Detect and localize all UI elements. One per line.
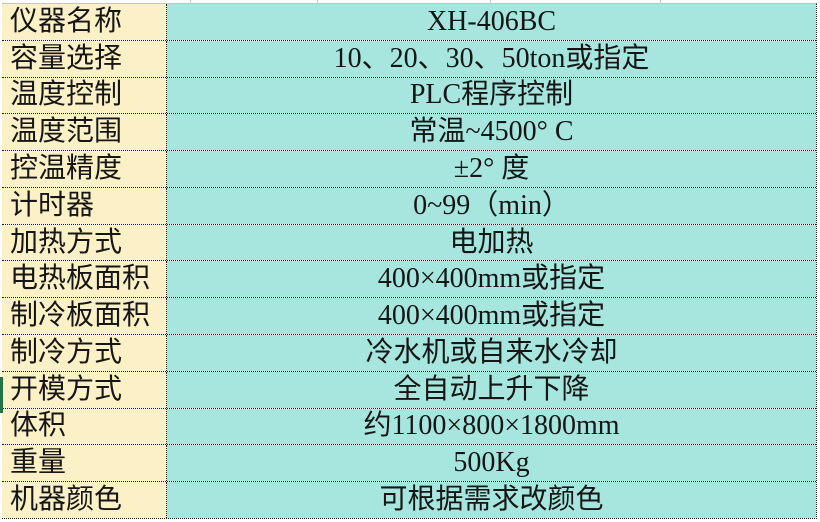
- table-row: 容量选择 10、20、30、50ton或指定: [2, 40, 816, 78]
- spec-value-cell[interactable]: 0~99（min）: [167, 187, 816, 224]
- spec-value-cell[interactable]: 常温~4500° C: [167, 114, 816, 151]
- spec-value-cell[interactable]: XH-406BC: [167, 4, 816, 40]
- spec-name-cell[interactable]: 温度范围: [2, 114, 167, 151]
- spec-value-cell[interactable]: 电加热: [167, 224, 816, 261]
- spec-value-cell[interactable]: 全自动上升下降: [167, 371, 816, 408]
- spec-value-cell[interactable]: 约1100×800×1800mm: [167, 408, 816, 445]
- table-row: 开模方式 全自动上升下降: [2, 371, 816, 409]
- column-gridline-tick: [490, 0, 491, 3]
- table-row: 制冷板面积 400×400mm或指定: [2, 298, 816, 336]
- table-row: 计时器 0~99（min）: [2, 187, 816, 225]
- spec-name-cell[interactable]: 计时器: [2, 187, 167, 224]
- spec-value-cell[interactable]: PLC程序控制: [167, 77, 816, 114]
- spec-name-cell[interactable]: 仪器名称: [2, 4, 167, 40]
- spec-name-cell[interactable]: 电热板面积: [2, 261, 167, 298]
- spec-name-cell[interactable]: 制冷方式: [2, 335, 167, 371]
- table-row: 机器颜色 可根据需求改颜色: [2, 482, 816, 518]
- spec-name-cell[interactable]: 重量: [2, 445, 167, 482]
- spec-name-cell[interactable]: 控温精度: [2, 151, 167, 187]
- column-gridline-tick: [660, 0, 661, 3]
- table-row: 仪器名称 XH-406BC: [2, 4, 816, 41]
- column-gridline-tick: [317, 0, 318, 3]
- spec-table: 仪器名称 XH-406BC 容量选择 10、20、30、50ton或指定 温度控…: [2, 3, 817, 519]
- spec-value-cell[interactable]: 400×400mm或指定: [167, 261, 816, 298]
- column-gridline-tick: [190, 0, 191, 3]
- spec-value-cell[interactable]: 400×400mm或指定: [167, 298, 816, 335]
- spec-value-cell[interactable]: 10、20、30、50ton或指定: [167, 40, 816, 77]
- table-row: 重量 500Kg: [2, 445, 816, 483]
- spec-name-cell[interactable]: 体积: [2, 408, 167, 445]
- table-row: 制冷方式 冷水机或自来水冷却: [2, 335, 816, 372]
- spec-name-cell[interactable]: 容量选择: [2, 40, 167, 77]
- table-row: 电热板面积 400×400mm或指定: [2, 261, 816, 299]
- table-row: 体积 约1100×800×1800mm: [2, 408, 816, 446]
- spec-value-cell[interactable]: ±2° 度: [167, 151, 816, 187]
- cell-selection-indicator: [0, 377, 3, 413]
- spec-value-cell[interactable]: 冷水机或自来水冷却: [167, 335, 816, 371]
- table-row: 加热方式 电加热: [2, 224, 816, 262]
- spec-name-cell[interactable]: 机器颜色: [2, 482, 167, 518]
- spec-name-cell[interactable]: 制冷板面积: [2, 298, 167, 335]
- table-row: 温度控制 PLC程序控制: [2, 77, 816, 115]
- spec-value-cell[interactable]: 可根据需求改颜色: [167, 482, 816, 518]
- table-row: 控温精度 ±2° 度: [2, 151, 816, 188]
- spec-name-cell[interactable]: 开模方式: [2, 371, 167, 408]
- table-row: 温度范围 常温~4500° C: [2, 114, 816, 152]
- spec-name-cell[interactable]: 加热方式: [2, 224, 167, 261]
- spec-value-cell[interactable]: 500Kg: [167, 445, 816, 482]
- spec-name-cell[interactable]: 温度控制: [2, 77, 167, 114]
